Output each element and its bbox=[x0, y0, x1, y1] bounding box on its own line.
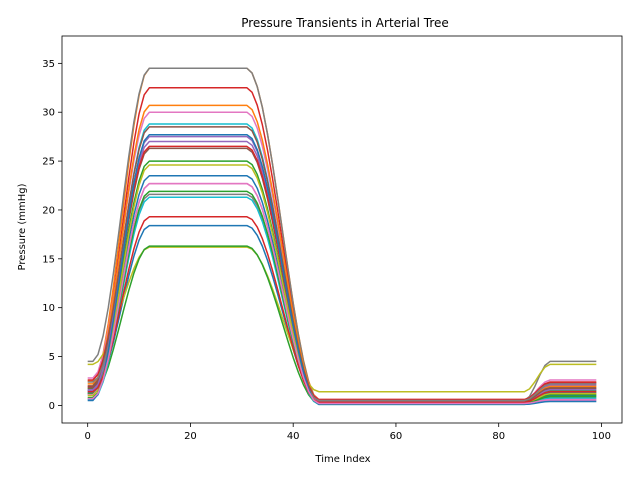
plot-frame bbox=[61, 35, 623, 424]
y-tick-label: 20 bbox=[42, 205, 55, 216]
x-tick-label: 20 bbox=[184, 431, 197, 442]
y-tick-label: 5 bbox=[49, 352, 55, 363]
y-tick-label: 15 bbox=[42, 254, 55, 265]
axes bbox=[61, 35, 623, 424]
series-line-19 bbox=[87, 164, 597, 405]
series-line-20 bbox=[87, 196, 597, 406]
series-line-8 bbox=[87, 67, 597, 402]
chart-title: Pressure Transients in Arterial Tree bbox=[241, 16, 449, 30]
series-line-16 bbox=[87, 126, 597, 403]
x-tick-label: 60 bbox=[390, 431, 403, 442]
series-line-1 bbox=[87, 224, 597, 402]
series-line-22 bbox=[87, 190, 597, 405]
x-tick-label: 80 bbox=[492, 431, 505, 442]
series-line-21 bbox=[87, 133, 597, 406]
series-line-6 bbox=[87, 147, 597, 404]
series-line-23 bbox=[87, 216, 597, 404]
y-axis-label: Pressure (mmHg) bbox=[17, 183, 28, 270]
x-tick-label: 100 bbox=[592, 431, 611, 442]
x-tick-label: 40 bbox=[287, 431, 300, 442]
series-line-5 bbox=[87, 140, 597, 403]
y-tick-label: 30 bbox=[42, 108, 55, 119]
y-tick-label: 25 bbox=[42, 157, 55, 168]
y-tick-label: 10 bbox=[42, 303, 55, 314]
y-tick-label: 35 bbox=[42, 59, 55, 70]
series-line-15 bbox=[87, 135, 597, 404]
plot-lines bbox=[87, 67, 597, 406]
series-line-14 bbox=[87, 145, 597, 401]
series-line-7 bbox=[87, 111, 597, 401]
x-tick-label: 0 bbox=[85, 431, 91, 442]
series-line-11 bbox=[87, 175, 597, 404]
x-axis-label: Time Index bbox=[314, 454, 370, 465]
series-line-13 bbox=[87, 245, 597, 405]
series-line-24 bbox=[87, 182, 597, 405]
ticks: 0 20 40 60 80 100 0 5 10 15 20 25 30 35 bbox=[42, 59, 611, 442]
y-tick-label: 0 bbox=[49, 401, 55, 412]
series-line-2 bbox=[87, 67, 597, 401]
series-line-9 bbox=[87, 246, 597, 393]
series-line-10 bbox=[87, 123, 597, 405]
series-line-18 bbox=[87, 193, 597, 402]
series-line-12 bbox=[87, 104, 597, 402]
